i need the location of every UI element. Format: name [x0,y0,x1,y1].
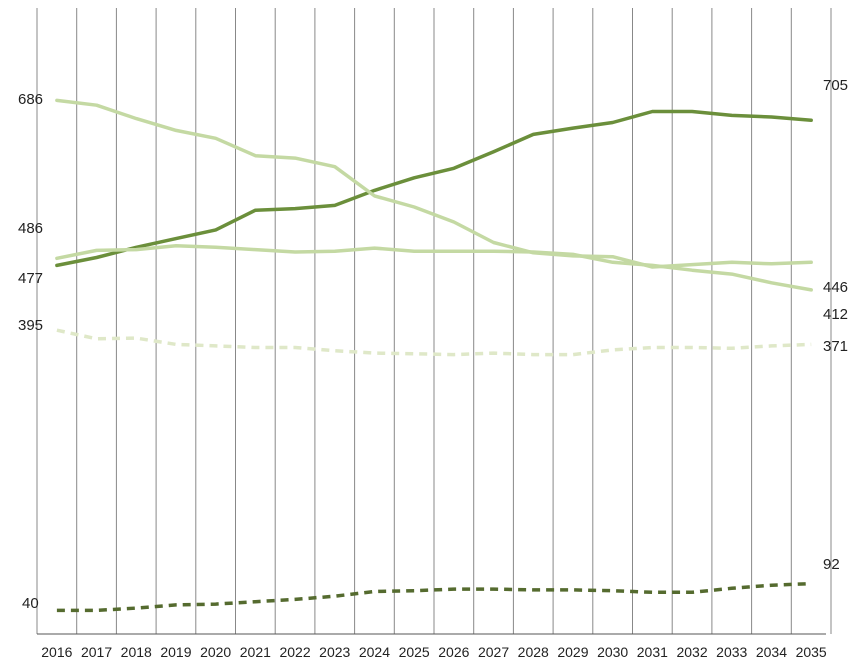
series-line-3 [55,243,813,292]
x-tick-label: 2032 [676,644,707,660]
vertical-gridlines [36,8,832,634]
series-end-label: 92 [823,556,840,573]
series-end-label: 705 [823,77,848,94]
x-tick-label: 2024 [359,644,390,660]
x-tick-label: 2023 [319,644,350,660]
series-start-label: 40 [22,595,39,612]
x-tick-label: 2026 [438,644,469,660]
x-tick-label: 2022 [279,644,310,660]
x-tick-label: 2017 [81,644,112,660]
x-tick-label: 2016 [41,644,72,660]
series-end-label: 371 [823,338,848,355]
x-tick-label: 2021 [240,644,271,660]
series-start-label: 486 [18,220,43,237]
series-end-label: 446 [823,279,848,296]
x-tick-label: 2030 [597,644,628,660]
series-start-label: 477 [18,270,43,287]
series-end-labels: 477 705 686 446 486 412 395 371 40 92 [18,77,848,612]
x-tick-label: 2020 [200,644,231,660]
series-line-4 [56,328,812,357]
x-tick-label: 2031 [637,644,668,660]
series-line-2 [55,98,813,269]
x-tick-label: 2034 [756,644,787,660]
x-tick-labels: 2016 2017 2018 2019 2020 2021 2022 2023 2024 2025… [41,644,827,660]
x-tick-label: 2027 [478,644,509,660]
series-end-label: 412 [823,306,848,323]
series-lines [55,98,813,613]
x-tick-label: 2029 [557,644,588,660]
x-tick-label: 2018 [121,644,152,660]
series-start-label: 686 [18,91,43,108]
series-start-label: 395 [18,317,43,334]
x-tick-label: 2025 [399,644,430,660]
x-tick-label: 2028 [518,644,549,660]
x-tick-label: 2019 [160,644,191,660]
x-tick-label: 2035 [796,644,827,660]
x-tick-label: 2033 [716,644,747,660]
series-line-1 [55,109,813,268]
